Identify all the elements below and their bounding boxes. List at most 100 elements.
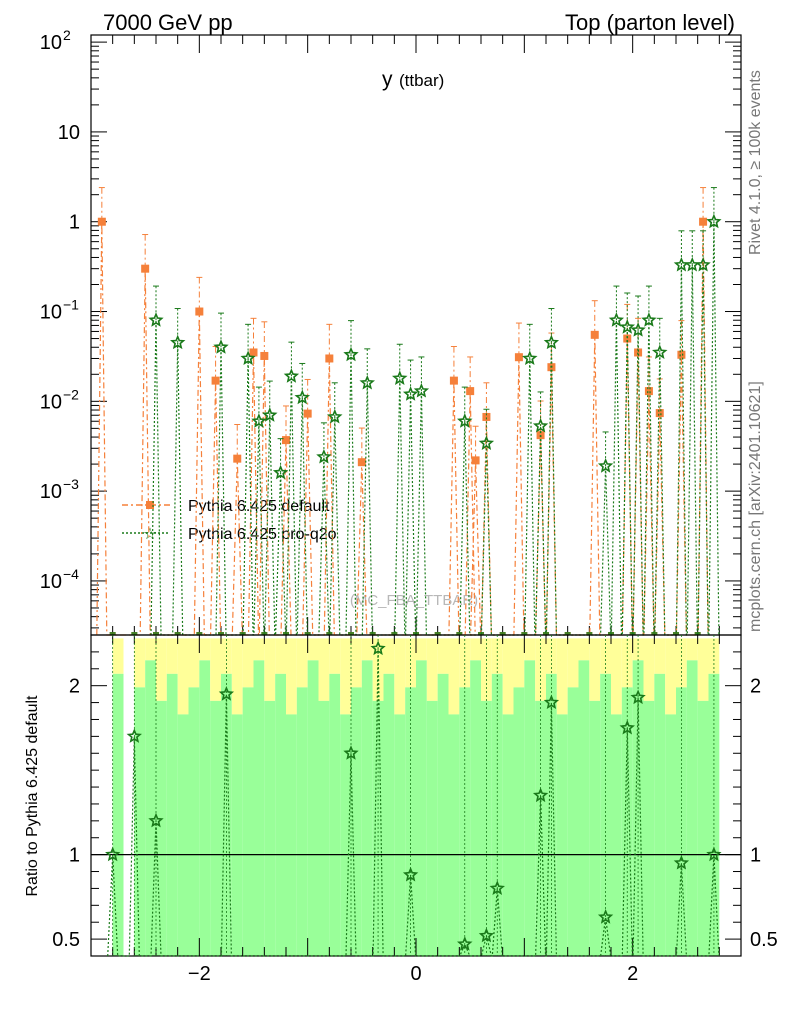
ratio-band-yellow: [502, 638, 514, 715]
baseline-marker: [369, 632, 376, 635]
ratio-band-yellow: [686, 638, 698, 661]
data-point-square: [260, 351, 269, 360]
watermark: (MC_FBA_TTBAR): [350, 592, 478, 609]
ratio-band-yellow: [383, 638, 395, 674]
ratio-band-yellow: [589, 638, 601, 701]
ratio-point-star: [370, 640, 386, 656]
x-axis: −2 0 2: [90, 635, 742, 985]
ratio-band-green: [318, 700, 330, 956]
ratio-point-star: [456, 936, 473, 951]
ratio-band-green: [448, 714, 460, 956]
ratio-band-yellow: [329, 638, 341, 674]
ratio-band-yellow: [416, 638, 427, 661]
baseline-marker: [391, 632, 398, 635]
data-point-star: [170, 334, 186, 350]
data-point-star: [391, 370, 408, 386]
ratio-point-star: [619, 719, 635, 735]
ratio-band-yellow: [296, 638, 308, 688]
data-point-square: [677, 350, 686, 359]
baseline-marker: [326, 632, 333, 635]
side-text-top: Rivet 4.1.0, ≥ 100k events: [747, 70, 764, 255]
data-point-square: [249, 348, 258, 357]
baseline-marker: [348, 632, 354, 635]
ratio-point-star: [105, 846, 121, 862]
baseline-marker: [456, 632, 463, 635]
baseline-marker: [153, 632, 159, 635]
data-point-star: [695, 256, 711, 272]
baseline-marker: [196, 632, 203, 635]
legend-label-proq2o: Pythia 6.425 pro-q2o: [188, 526, 337, 543]
data-point-star: [240, 350, 256, 365]
data-point-star: [148, 312, 164, 327]
data-point-star: [251, 413, 267, 428]
ratio-tick-label-left: 1: [69, 845, 80, 867]
ratio-band-green: [437, 673, 449, 956]
baseline-marker: [218, 632, 224, 635]
ratio-band-yellow: [437, 638, 449, 674]
data-point-square: [211, 376, 220, 385]
data-point-star: [294, 389, 311, 405]
ratio-band-green: [513, 687, 525, 956]
ratio-band-green: [112, 673, 124, 956]
side-text-bottom: mcplots.cern.ch [arXiv:2401.10621]: [747, 381, 764, 632]
ratio-band-yellow: [340, 638, 351, 715]
y-tick-label: 10: [58, 122, 80, 144]
ratio-series: [105, 635, 722, 957]
ratio-band-green: [156, 700, 167, 956]
ratio-point-star: [478, 927, 495, 943]
data-point-star: [630, 322, 646, 337]
ratio-band-yellow: [210, 638, 221, 701]
ratio-band-yellow: [199, 638, 211, 661]
ratio-point-star: [532, 787, 549, 803]
ratio-band-green: [578, 660, 590, 956]
ratio-band-green: [177, 714, 189, 956]
ratio-point-star: [630, 689, 646, 705]
data-point-star: [619, 318, 636, 334]
ratio-band-yellow: [134, 638, 146, 688]
ratio-band-green: [340, 714, 351, 956]
ratio-band-green: [416, 660, 427, 956]
header-left: 7000 GeV pp: [103, 10, 233, 35]
data-point-square: [449, 376, 458, 385]
ratio-band-yellow: [145, 638, 156, 661]
ratio-band-yellow: [405, 638, 416, 688]
ratio-band-yellow: [394, 638, 406, 715]
data-point-star: [213, 339, 229, 354]
ratio-y-axis: 0.5 0.5 1 1 2 2: [52, 634, 778, 957]
ratio-band-yellow: [112, 638, 124, 674]
data-point-square: [644, 387, 653, 396]
ratio-point-star: [218, 686, 235, 701]
ratio-band-yellow: [524, 638, 536, 661]
ratio-band-green: [210, 700, 221, 956]
ratio-band-green: [242, 687, 254, 956]
data-point-star: [316, 448, 332, 464]
data-point-star: [597, 458, 614, 473]
legend-marker-square: [146, 501, 154, 509]
ratio-band-green: [686, 660, 698, 956]
ratio-point-star: [673, 855, 690, 870]
ratio-y-label: Ratio to Pythia 6.425 default: [24, 695, 41, 897]
data-point-square: [141, 264, 150, 273]
data-point-star: [706, 213, 722, 229]
ratio-band-green: [567, 687, 579, 956]
ratio-band-yellow: [556, 638, 568, 715]
data-point-star: [261, 407, 278, 422]
baseline-marker: [564, 632, 571, 635]
ratio-band-green: [459, 687, 471, 956]
plot-title-sub: (ttbar): [399, 71, 444, 90]
data-point-square: [195, 307, 204, 316]
data-point-star: [641, 312, 657, 327]
data-point-square: [623, 334, 632, 343]
ratio-band-yellow: [253, 638, 265, 661]
data-point-square: [482, 412, 491, 421]
baseline-marker: [261, 632, 268, 635]
ratio-band-yellow: [242, 638, 254, 688]
data-point-star: [326, 408, 343, 424]
ratio-band-yellow: [676, 638, 687, 688]
ratio-band-yellow: [513, 638, 525, 688]
legend-label-default: Pythia 6.425 default: [188, 498, 330, 515]
series-default: [96, 187, 709, 636]
